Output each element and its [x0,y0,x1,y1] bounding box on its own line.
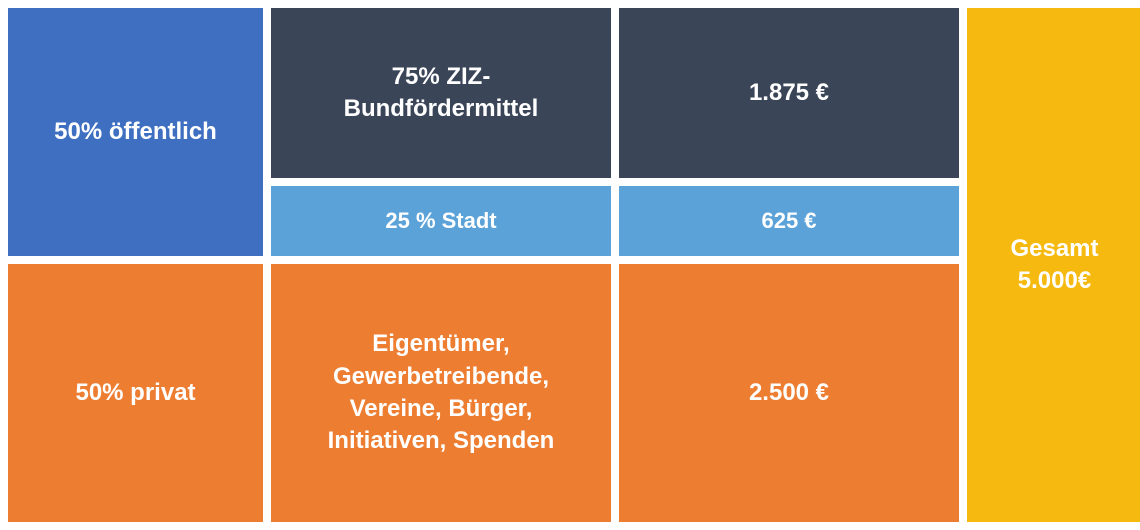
public-label: 50% öffentlich [8,8,263,256]
total-label: Gesamt 5.000€ [967,8,1140,522]
ziz-label: 75% ZIZ- Bundfördermittel [271,8,611,178]
stadt-amount: 625 € [619,186,959,256]
private-label: 50% privat [8,264,263,522]
private-description: Eigentümer, Gewerbetreibende, Vereine, B… [271,264,611,522]
stadt-label: 25 % Stadt [271,186,611,256]
private-amount: 2.500 € [619,264,959,522]
ziz-amount: 1.875 € [619,8,959,178]
